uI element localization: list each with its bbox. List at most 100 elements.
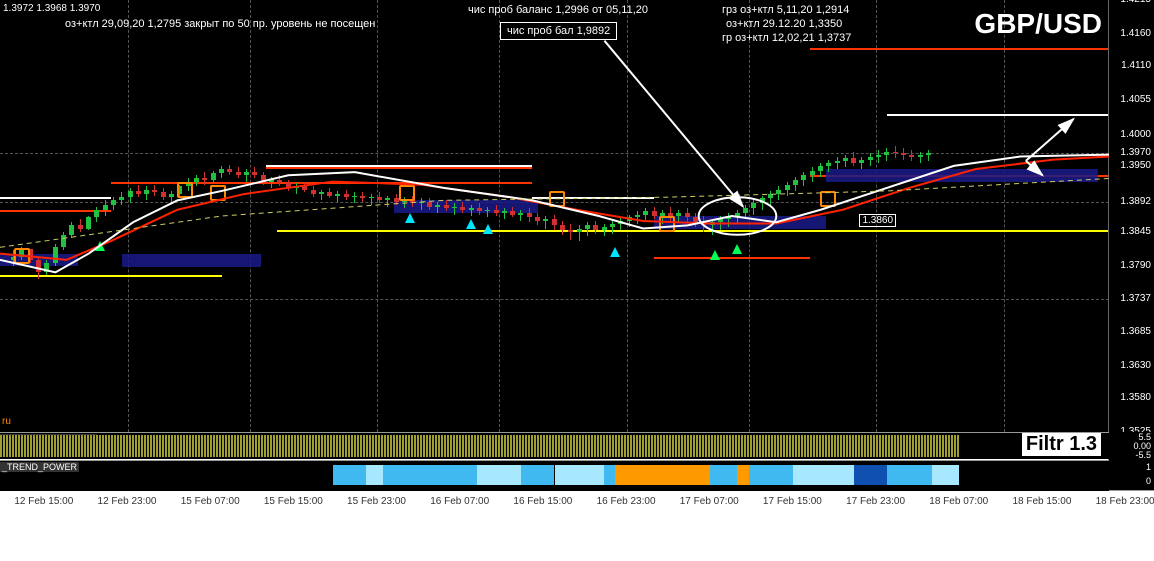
candle-body: [785, 185, 790, 190]
candle-body: [560, 225, 565, 229]
candle-wick: [337, 191, 338, 202]
candle-wick: [861, 157, 862, 170]
gridline-v: [128, 0, 129, 432]
candle-body: [652, 211, 657, 216]
candle-body: [510, 211, 515, 215]
candle-body: [103, 205, 108, 210]
ytick: 1.3970: [1120, 147, 1151, 158]
candle-body: [219, 169, 224, 173]
ytick: 1.3950: [1120, 160, 1151, 171]
candle-wick: [454, 203, 455, 214]
candle-body: [94, 210, 99, 218]
candle-body: [643, 211, 648, 215]
annot-top-left: оз+ктл 29,09,20 1,2795 закрыт по 50 пр. …: [65, 18, 375, 30]
candle-wick: [421, 198, 422, 209]
candle-body: [136, 191, 141, 194]
candle-body: [227, 169, 232, 172]
candle-body: [485, 210, 490, 211]
price-chart[interactable]: 1.41381.40331.39701.39361.38921.38601.38…: [0, 0, 1109, 432]
y-axis: 1.42151.41601.41101.40551.40001.39701.39…: [1108, 0, 1154, 432]
annot-mid-box: чис проб бал 1,9892: [500, 22, 617, 40]
candle-wick: [471, 205, 472, 216]
ytick: 1.4110: [1121, 60, 1151, 71]
candle-body: [419, 202, 424, 203]
candle-body: [859, 160, 864, 163]
candle-body: [527, 213, 532, 217]
arrow-up-icon: [483, 224, 493, 234]
candle-body: [427, 202, 432, 206]
candle-body: [286, 183, 291, 187]
square-marker: [399, 185, 415, 201]
level-line: [0, 153, 1109, 154]
candle-body: [618, 221, 623, 224]
candle-body: [718, 219, 723, 222]
xtick: 18 Feb 07:00: [929, 496, 988, 507]
candle-body: [469, 208, 474, 209]
indicator-label: _TREND_POWER: [0, 462, 79, 472]
indicator-moment-filter[interactable]: MOMENT_FILTER_1.3Filtr 1.3: [0, 432, 1109, 459]
xtick: 16 Feb 23:00: [597, 496, 656, 507]
xtick: 17 Feb 07:00: [680, 496, 739, 507]
gridline-v: [499, 0, 500, 432]
candle-body: [768, 194, 773, 198]
xtick: 17 Feb 15:00: [763, 496, 822, 507]
candle-body: [319, 192, 324, 194]
candle-body: [635, 215, 640, 218]
candle-body: [577, 229, 582, 232]
xtick: 15 Feb 07:00: [181, 496, 240, 507]
ytick: 1.4160: [1120, 28, 1151, 39]
trend-segment: [932, 465, 960, 485]
candle-body: [452, 207, 457, 209]
candle-body: [236, 172, 241, 175]
xtick: 15 Feb 15:00: [264, 496, 323, 507]
candle-body: [685, 213, 690, 217]
candle-wick: [520, 210, 521, 221]
ytick: 1.4000: [1120, 129, 1151, 140]
level-line: [0, 299, 1109, 300]
candle-body: [61, 235, 66, 248]
indicator-trend-power[interactable]: _TREND_POWER: [0, 460, 1109, 491]
ytick: 1.3685: [1120, 326, 1151, 337]
candle-body: [360, 196, 365, 199]
annot-ru: ru: [2, 416, 11, 427]
candle-body: [144, 190, 149, 194]
ohlc-label: 1.3972 1.3968 1.3970: [3, 3, 100, 14]
arrow-up-icon: [95, 241, 105, 251]
candle-wick: [886, 148, 887, 161]
candle-body: [128, 191, 133, 197]
level-line: [266, 165, 532, 167]
annot-right-2: оз+ктл 29.12.20 1,3350: [726, 18, 842, 30]
candle-wick: [354, 192, 355, 203]
candle-body: [602, 227, 607, 230]
candle-body: [701, 222, 706, 225]
candle-body: [86, 217, 91, 228]
trend-segment: [383, 465, 477, 485]
candle-body: [294, 186, 299, 188]
candle-body: [460, 207, 465, 210]
square-marker: [210, 185, 226, 201]
candle-body: [44, 263, 49, 272]
candle-body: [843, 158, 848, 161]
xtick: 17 Feb 23:00: [846, 496, 905, 507]
ytick: 1.3737: [1120, 293, 1151, 304]
candle-body: [119, 197, 124, 200]
candle-body: [369, 197, 374, 198]
level-line: [111, 182, 532, 184]
candle-body: [793, 180, 798, 185]
candle-body: [593, 225, 598, 229]
candle-body: [161, 192, 166, 197]
ytick: 1.4215: [1120, 0, 1151, 5]
candle-body: [211, 173, 216, 179]
level-line: [266, 167, 532, 169]
candle-body: [36, 260, 41, 273]
candle-body: [909, 155, 914, 157]
square-marker: [659, 216, 675, 232]
candle-body: [111, 200, 116, 204]
candle-body: [776, 190, 781, 194]
candle-body: [53, 247, 58, 263]
candle-body: [311, 190, 316, 194]
candle-body: [394, 198, 399, 202]
candle-body: [835, 161, 840, 163]
candle-body: [751, 203, 756, 208]
indicator2-yaxis: 10: [1108, 460, 1154, 490]
